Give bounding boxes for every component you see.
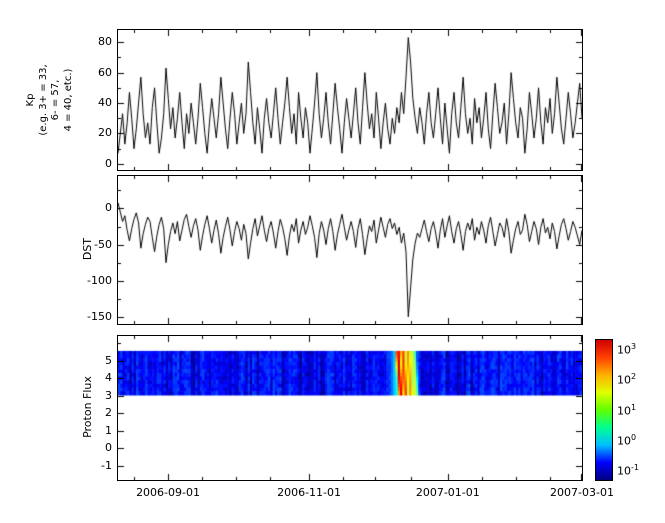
dst-panel (117, 175, 583, 325)
y-tick-label: 20 (98, 126, 112, 140)
y-tick-label: 60 (98, 65, 112, 79)
x-tick-label: 2007-01-01 (415, 486, 480, 499)
y-tick-label: -150 (87, 309, 112, 323)
y-tick-label: 2 (105, 406, 112, 420)
x-tick-label: 2006-11-01 (277, 486, 342, 499)
y-tick-label: 4 (105, 371, 112, 385)
y-tick-label: 0 (105, 156, 112, 170)
y-tick-label: -50 (94, 237, 112, 251)
kp-series-canvas (118, 30, 582, 170)
y-tick-label: 3 (105, 388, 112, 402)
y-tick-label: 0 (105, 201, 112, 215)
y-tick-label: -100 (87, 273, 112, 287)
y-tick-label: 80 (98, 35, 112, 49)
y-tick-label: 5 (105, 353, 112, 367)
colorbar-tick-label: 10-1 (617, 463, 639, 479)
y-tick-label: -1 (101, 458, 112, 472)
x-tick-label: 2006-09-01 (136, 486, 200, 499)
y-tick-label: 0 (105, 441, 112, 455)
colorbar (595, 339, 613, 481)
y-tick-label: 1 (105, 423, 112, 437)
colorbar-tick-label: 101 (617, 402, 637, 418)
colorbar-tick-label: 103 (617, 341, 637, 357)
kp-panel (117, 29, 583, 171)
x-tick-label: 2007-03-01 (550, 486, 614, 499)
dst-series-canvas (118, 176, 582, 324)
proton-flux-spectrogram-canvas (118, 336, 582, 480)
colorbar-tick-label: 102 (617, 372, 637, 387)
y-tick-label: 40 (98, 96, 112, 110)
colorbar-tick-label: 100 (617, 432, 637, 448)
colorbar-gradient (596, 340, 612, 480)
proton-flux-panel (117, 335, 583, 481)
